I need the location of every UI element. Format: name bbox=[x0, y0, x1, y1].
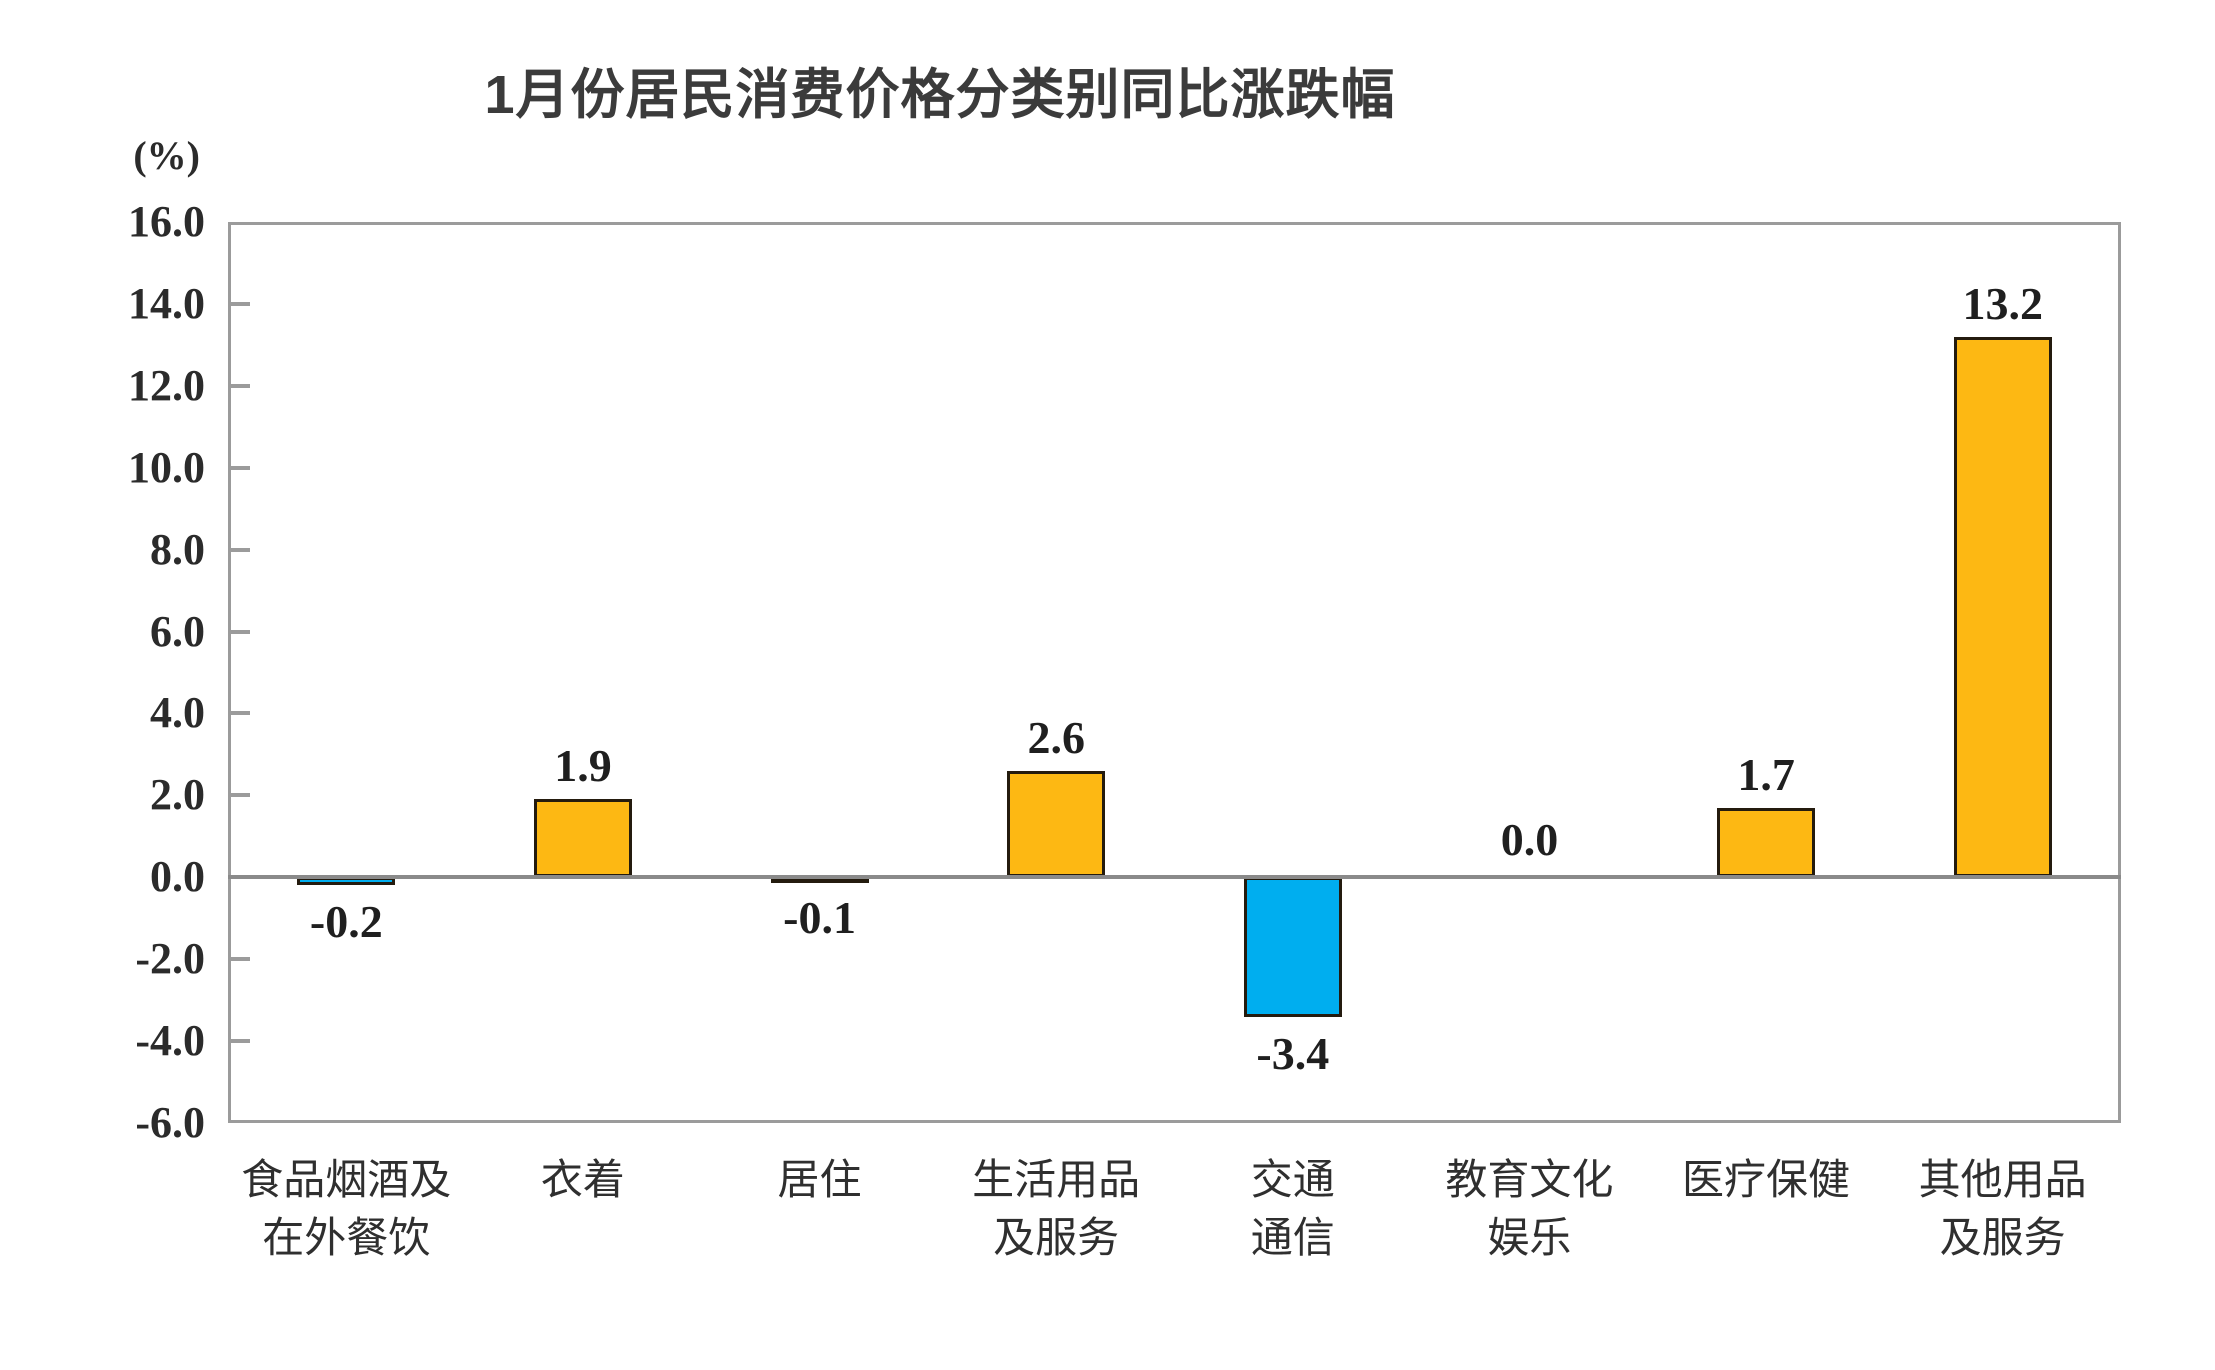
bar-value-label: 1.7 bbox=[1737, 748, 1795, 800]
y-axis-unit-label: (%) bbox=[133, 133, 200, 178]
zero-line bbox=[228, 875, 2121, 880]
bar-value-label: 1.9 bbox=[554, 740, 612, 792]
bar bbox=[1717, 807, 1816, 878]
category-label: 其他用品 及服务 bbox=[1918, 1158, 2087, 1262]
axis-tick bbox=[228, 547, 250, 552]
y-tick-label: 6.0 bbox=[150, 606, 205, 656]
y-tick-label: 12.0 bbox=[128, 360, 205, 410]
bar-value-label: 2.6 bbox=[1027, 711, 1085, 763]
y-tick-label: -2.0 bbox=[135, 934, 205, 984]
bar-value-label: 0.0 bbox=[1500, 814, 1559, 866]
axis-tick bbox=[228, 793, 250, 798]
y-tick-label: -4.0 bbox=[135, 1016, 205, 1066]
bar bbox=[1953, 336, 2052, 878]
category-label: 医疗保健 bbox=[1682, 1158, 1851, 1204]
y-tick-label: 14.0 bbox=[128, 278, 205, 328]
y-tick-label: 8.0 bbox=[150, 524, 205, 574]
plot-area bbox=[228, 222, 2121, 1123]
category-label: 衣着 bbox=[540, 1158, 625, 1204]
axis-tick bbox=[228, 383, 250, 388]
y-tick-label: 0.0 bbox=[150, 852, 205, 902]
bar-value-label: -0.1 bbox=[783, 892, 856, 944]
y-tick-label: 10.0 bbox=[128, 442, 205, 492]
axis-tick bbox=[228, 957, 250, 962]
bar-value-label: -0.2 bbox=[309, 896, 383, 948]
bar bbox=[1007, 770, 1106, 878]
category-label: 食品烟酒及 在外餐饮 bbox=[241, 1158, 452, 1262]
axis-tick bbox=[228, 301, 250, 306]
axis-tick bbox=[228, 711, 250, 716]
axis-tick bbox=[228, 629, 250, 634]
category-label: 居住 bbox=[777, 1158, 862, 1204]
bar-value-label: -3.4 bbox=[1256, 1027, 1330, 1079]
category-label: 生活用品 及服务 bbox=[972, 1158, 1141, 1262]
bar bbox=[1243, 877, 1342, 1017]
axis-tick bbox=[228, 465, 250, 470]
axis-tick bbox=[228, 1039, 250, 1044]
bar bbox=[533, 799, 632, 878]
bar-value-label: 13.2 bbox=[1962, 277, 2043, 329]
y-tick-label: 16.0 bbox=[128, 197, 205, 246]
y-tick-label: -6.0 bbox=[135, 1098, 205, 1147]
category-label: 教育文化 娱乐 bbox=[1445, 1158, 1614, 1262]
y-tick-label: 4.0 bbox=[150, 688, 205, 738]
y-tick-label: 2.0 bbox=[150, 770, 205, 820]
chart-title: 1月份居民消费价格分类别同比涨跌幅 bbox=[484, 65, 1396, 125]
category-label: 交通 通信 bbox=[1250, 1158, 1335, 1262]
